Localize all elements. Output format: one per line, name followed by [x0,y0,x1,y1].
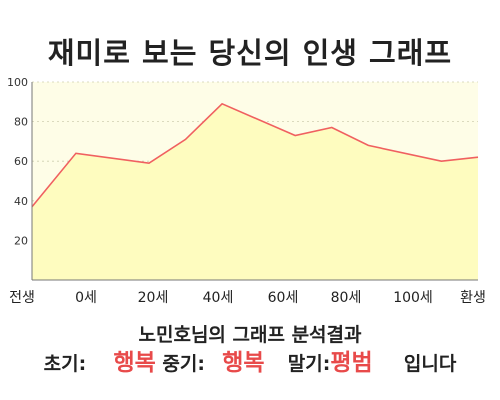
x-tick-label-7: 환생 [460,290,486,306]
axes [31,82,478,281]
result-suffix: 입니다 [403,353,457,375]
early-value: 행복 [113,350,156,376]
life-graph-chart: 20 40 60 80 100 전생 0세 20세 40세 60세 80세 100세 환생 [7,76,486,306]
x-tick-label-4: 60세 [268,290,299,306]
middle-label: 중기: [162,353,205,375]
life-area-fill [32,103,478,280]
page-title: 재미로 보는 당신의 인생 그래프 [47,36,453,70]
middle-value: 행복 [222,350,265,376]
result-summary: 초기: 행복 중기: 행복 말기:평범 입니다 [0,346,500,380]
life-series-line [31,102,479,208]
y-tick-label-2: 60 [14,155,28,168]
late-label: 말기: [287,353,331,375]
x-tick-label-3: 40세 [203,290,234,306]
y-tick-label-0: 20 [14,234,28,247]
y-tick-labels: 20 40 60 80 100 [7,76,28,247]
x-tick-label-6: 100세 [393,290,433,306]
x-tick-label-0: 전생 [9,290,35,306]
y-tick-label-3: 80 [14,116,28,129]
y-tick-label-4: 100 [7,76,28,89]
result-heading: 노민호님의 그래프 분석결과 [138,324,362,346]
x-tick-label-2: 20세 [138,290,169,306]
x-tick-label-1: 0세 [75,290,97,306]
x-tick-labels: 전생 0세 20세 40세 60세 80세 100세 환생 [9,290,486,306]
x-tick-label-5: 80세 [331,290,362,306]
early-label: 초기: [43,353,87,375]
y-tick-label-1: 40 [14,195,28,208]
late-value: 평범 [330,350,373,376]
